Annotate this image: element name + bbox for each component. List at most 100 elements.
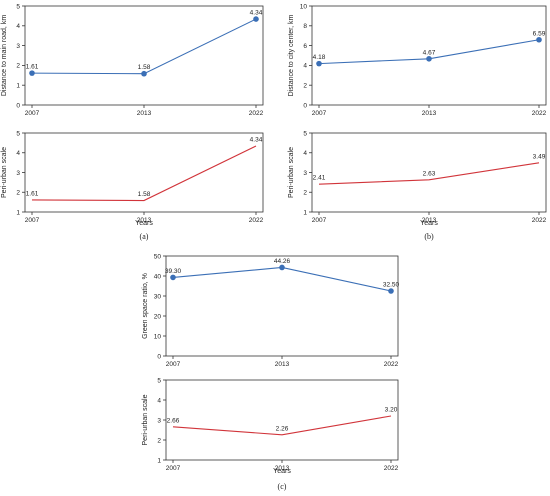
data-point: [536, 36, 542, 43]
x-tick-label: 2007: [25, 110, 40, 117]
x-tick-label: 2013: [137, 110, 152, 117]
y-tick-label: 1: [16, 209, 20, 216]
y-tick-label: 20: [154, 313, 162, 320]
y-tick-label: 5: [16, 3, 20, 10]
data-label: 1.58: [138, 64, 151, 71]
y-tick-label: 4: [157, 397, 161, 404]
data-label: 2.63: [423, 170, 436, 177]
x-tick-label: 2022: [249, 110, 264, 117]
data-point: [388, 288, 394, 294]
y-tick-label: 1: [16, 83, 20, 90]
series-line: [172, 415, 392, 436]
x-tick-label: 2022: [249, 217, 264, 224]
y-tick-label: 1: [157, 457, 161, 464]
x-tick-label: 2022: [384, 465, 399, 472]
data-point: [170, 274, 176, 281]
y-tick-label: 1: [303, 209, 307, 216]
data-label: 4.67: [423, 49, 436, 56]
y-tick-label: 2: [157, 437, 161, 444]
series-line: [31, 145, 257, 202]
data-label: 1.61: [26, 190, 39, 197]
y-tick-label: 3: [16, 170, 20, 177]
x-tick-label: 2013: [422, 110, 437, 117]
y-tick-label: 3: [16, 43, 20, 50]
data-label: 44.26: [274, 258, 291, 265]
y-tick-label: 2: [16, 190, 20, 197]
data-point: [316, 60, 322, 67]
data-label: 4.34: [250, 137, 263, 144]
y-tick-label: 5: [157, 377, 161, 384]
chart-a-bottom: 1 2 3 4 5 2007 2013 2022 Peri-urban scale Years (a…: [1, 130, 264, 241]
y-tick-label: 5: [303, 130, 307, 137]
y-tick-label: 3: [303, 170, 307, 177]
panel-caption: (c): [278, 482, 287, 491]
data-label: 1.61: [26, 64, 39, 71]
y-tick-label: 2: [303, 190, 307, 197]
data-point: [279, 264, 285, 271]
data-point: [426, 55, 432, 62]
y-tick-label: 6: [303, 43, 307, 50]
y-tick-label: 2: [303, 83, 307, 90]
x-tick-label: 2022: [532, 110, 547, 117]
y-tick-label: 50: [154, 253, 162, 260]
data-label: 4.18: [313, 54, 326, 61]
y-tick-label: 4: [303, 150, 307, 157]
y-tick-label: 2: [16, 63, 20, 70]
chart-c-bottom: 1 2 3 4 5 2007 2013 2022 Peri-urban scale Years (c…: [142, 377, 399, 491]
x-tick-label: 2013: [275, 361, 290, 368]
y-tick-label: 10: [300, 3, 308, 10]
x-tick-label: 2007: [312, 110, 327, 117]
series-line: [172, 266, 392, 292]
y-tick-label: 0: [303, 102, 307, 109]
x-axis-label: Years: [273, 468, 291, 475]
y-tick-label: 4: [303, 63, 307, 70]
x-axis-label: Years: [420, 220, 438, 227]
data-label: 6.59: [533, 30, 546, 37]
y-tick-label: 10: [154, 333, 162, 340]
x-tick-label: 2022: [384, 361, 399, 368]
chart-b-bottom: 1 2 3 4 5 2007 2013 2022 Peri-urban scale Years (b…: [288, 130, 547, 241]
x-tick-label: 2007: [312, 217, 327, 224]
y-tick-label: 0: [157, 353, 161, 360]
x-tick-label: 2007: [166, 361, 181, 368]
chart-c-top: 0 10 20 30 40 50 2007 2013 2022 Green space ratio…: [142, 253, 400, 368]
y-axis-label: Green space ratio, %: [142, 273, 149, 339]
y-tick-label: 5: [16, 130, 20, 137]
x-tick-label: 2013: [422, 217, 437, 224]
x-tick-label: 2007: [166, 465, 181, 472]
data-label: 39.30: [165, 268, 182, 275]
data-label: 2.66: [167, 417, 180, 424]
plot-frame: [165, 379, 399, 461]
data-label: 2.41: [313, 175, 326, 182]
data-label: 32.50: [383, 282, 400, 289]
data-label: 2.26: [276, 425, 289, 432]
data-point: [29, 70, 35, 76]
y-tick-label: 4: [16, 150, 20, 157]
panel-caption: (a): [140, 232, 149, 241]
x-tick-label: 2013: [275, 465, 290, 472]
x-tick-label: 2013: [137, 217, 152, 224]
y-tick-label: 0: [16, 102, 20, 109]
chart-a-top: 0 1 2 3 4 5 2007 2013 2022 Distance to main road,…: [1, 3, 264, 117]
x-tick-label: 2022: [532, 217, 547, 224]
panel-caption: (b): [424, 232, 434, 241]
data-label: 3.49: [533, 153, 546, 160]
y-tick-label: 4: [16, 23, 20, 30]
y-tick-label: 40: [154, 273, 162, 280]
y-tick-label: 8: [303, 23, 307, 30]
data-label: 3.20: [385, 407, 398, 414]
series-line: [318, 162, 540, 185]
chart-b-top: 0 2 4 6 8 10 2007 2013 2022 Distance to city cent…: [288, 3, 547, 117]
y-axis-label: Distance to main road, km: [1, 15, 8, 96]
y-tick-label: 30: [154, 293, 162, 300]
plot-frame: [24, 5, 264, 106]
plot-frame: [165, 255, 399, 357]
data-point: [253, 16, 259, 22]
y-tick-label: 3: [157, 417, 161, 424]
x-tick-label: 2007: [25, 217, 40, 224]
y-axis-label: Distance to city center, km: [288, 14, 295, 96]
y-axis-label: Peri-urban scale: [288, 147, 295, 198]
y-axis-label: Peri-urban scale: [1, 147, 8, 198]
data-label: 1.58: [138, 191, 151, 198]
